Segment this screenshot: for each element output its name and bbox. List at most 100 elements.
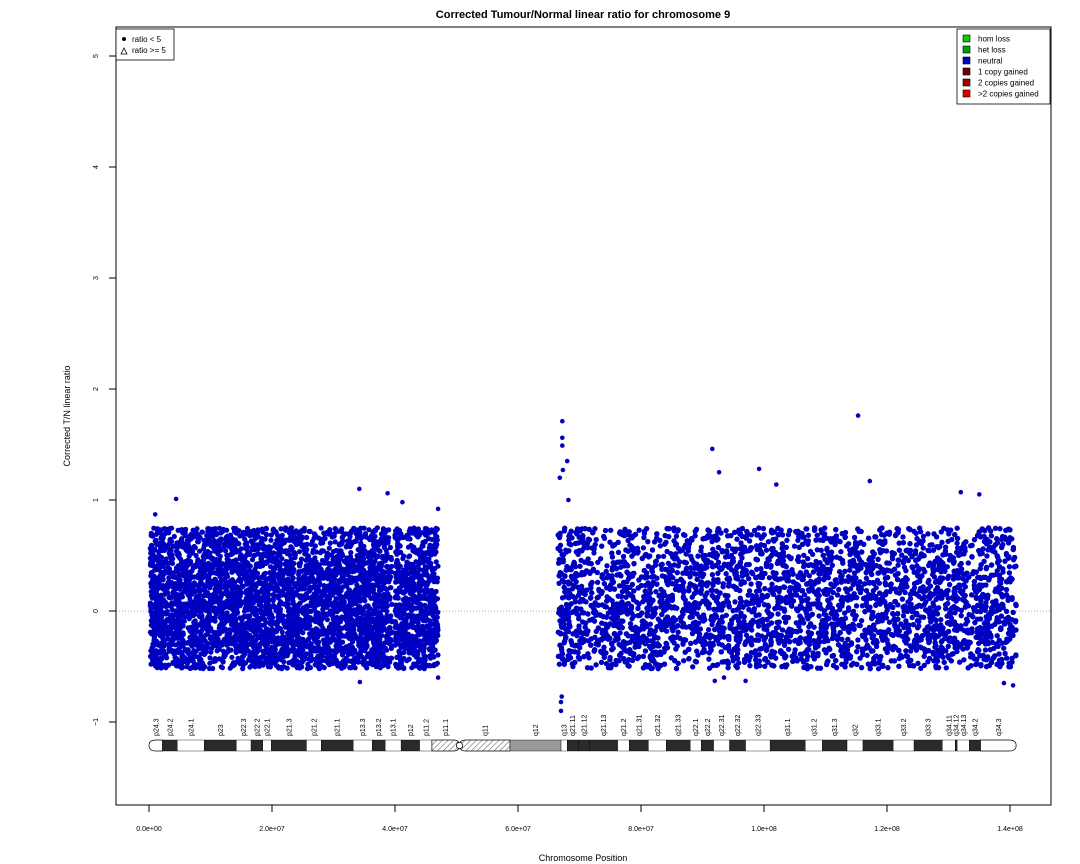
data-point — [339, 603, 345, 609]
data-point — [289, 591, 295, 598]
data-point — [352, 665, 358, 671]
data-point — [386, 527, 392, 533]
data-point — [274, 623, 280, 629]
data-point — [315, 653, 321, 659]
data-point — [266, 651, 272, 657]
data-point — [315, 585, 321, 591]
data-point — [180, 630, 186, 636]
data-point — [293, 628, 299, 634]
data-point — [253, 632, 259, 638]
data-point — [199, 605, 205, 611]
data-point — [201, 649, 207, 655]
data-point — [394, 612, 400, 618]
data-point — [422, 655, 428, 661]
data-point — [347, 658, 354, 664]
data-point — [245, 549, 251, 555]
data-point — [165, 580, 171, 587]
data-point — [179, 641, 186, 647]
data-point — [229, 577, 235, 583]
data-point — [258, 602, 264, 608]
data-point — [332, 557, 338, 564]
data-point — [319, 591, 326, 597]
data-point — [416, 587, 422, 593]
data-point — [175, 663, 181, 669]
data-point — [222, 626, 228, 632]
data-point — [430, 546, 436, 552]
data-point — [412, 547, 418, 553]
data-point — [291, 610, 297, 616]
data-point — [213, 570, 219, 576]
data-point — [293, 652, 299, 659]
data-point — [186, 616, 192, 622]
data-point — [310, 600, 316, 606]
data-point — [332, 659, 338, 665]
data-point — [428, 631, 434, 637]
data-point — [252, 619, 258, 625]
data-point — [416, 532, 422, 538]
data-point — [269, 615, 275, 621]
data-point — [237, 633, 243, 640]
data-point — [260, 585, 266, 591]
data-point — [189, 655, 195, 662]
data-point — [204, 640, 210, 647]
data-point — [243, 602, 249, 609]
data-point — [209, 605, 215, 611]
data-point — [345, 572, 351, 578]
data-point — [165, 602, 171, 609]
data-point — [373, 641, 379, 647]
data-point — [395, 568, 401, 574]
data-point — [278, 526, 284, 532]
data-point — [192, 626, 198, 632]
data-point — [394, 526, 400, 532]
data-point — [347, 665, 353, 671]
data-point — [338, 566, 344, 572]
data-point — [179, 658, 186, 664]
data-point — [190, 612, 197, 619]
data-point — [383, 536, 390, 543]
data-point — [430, 613, 436, 619]
data-point — [315, 643, 321, 650]
data-point — [161, 610, 167, 616]
data-point — [435, 563, 441, 569]
data-point — [322, 645, 328, 651]
data-point — [207, 655, 213, 661]
data-point — [271, 603, 277, 609]
data-point — [408, 542, 414, 549]
data-point — [373, 600, 379, 606]
data-point — [410, 576, 416, 582]
data-point — [387, 625, 393, 631]
data-point — [183, 526, 189, 533]
data-point — [331, 583, 337, 590]
data-point — [148, 542, 155, 548]
data-point — [286, 547, 292, 553]
data-point — [318, 566, 324, 572]
data-point — [372, 538, 378, 545]
data-point — [193, 552, 199, 559]
data-point — [267, 608, 273, 614]
plot-frame — [115, 26, 1052, 806]
data-point — [363, 570, 369, 576]
data-point — [299, 534, 305, 541]
data-point — [158, 650, 164, 656]
data-point — [328, 552, 335, 558]
data-point — [277, 560, 283, 567]
data-point — [381, 544, 387, 551]
data-point — [276, 534, 282, 540]
data-point — [434, 626, 440, 632]
data-point — [202, 619, 208, 625]
data-point — [432, 536, 438, 542]
data-point — [347, 617, 353, 624]
data-point — [284, 565, 290, 571]
data-point — [162, 591, 168, 598]
data-point — [332, 622, 338, 628]
data-point — [370, 594, 376, 600]
data-point — [299, 659, 305, 665]
data-point — [349, 639, 356, 645]
data-point — [327, 540, 333, 546]
data-point — [210, 528, 216, 534]
data-point — [203, 541, 210, 547]
data-point — [393, 559, 400, 566]
data-point — [284, 665, 290, 671]
data-point — [212, 577, 219, 583]
data-point — [287, 552, 293, 559]
